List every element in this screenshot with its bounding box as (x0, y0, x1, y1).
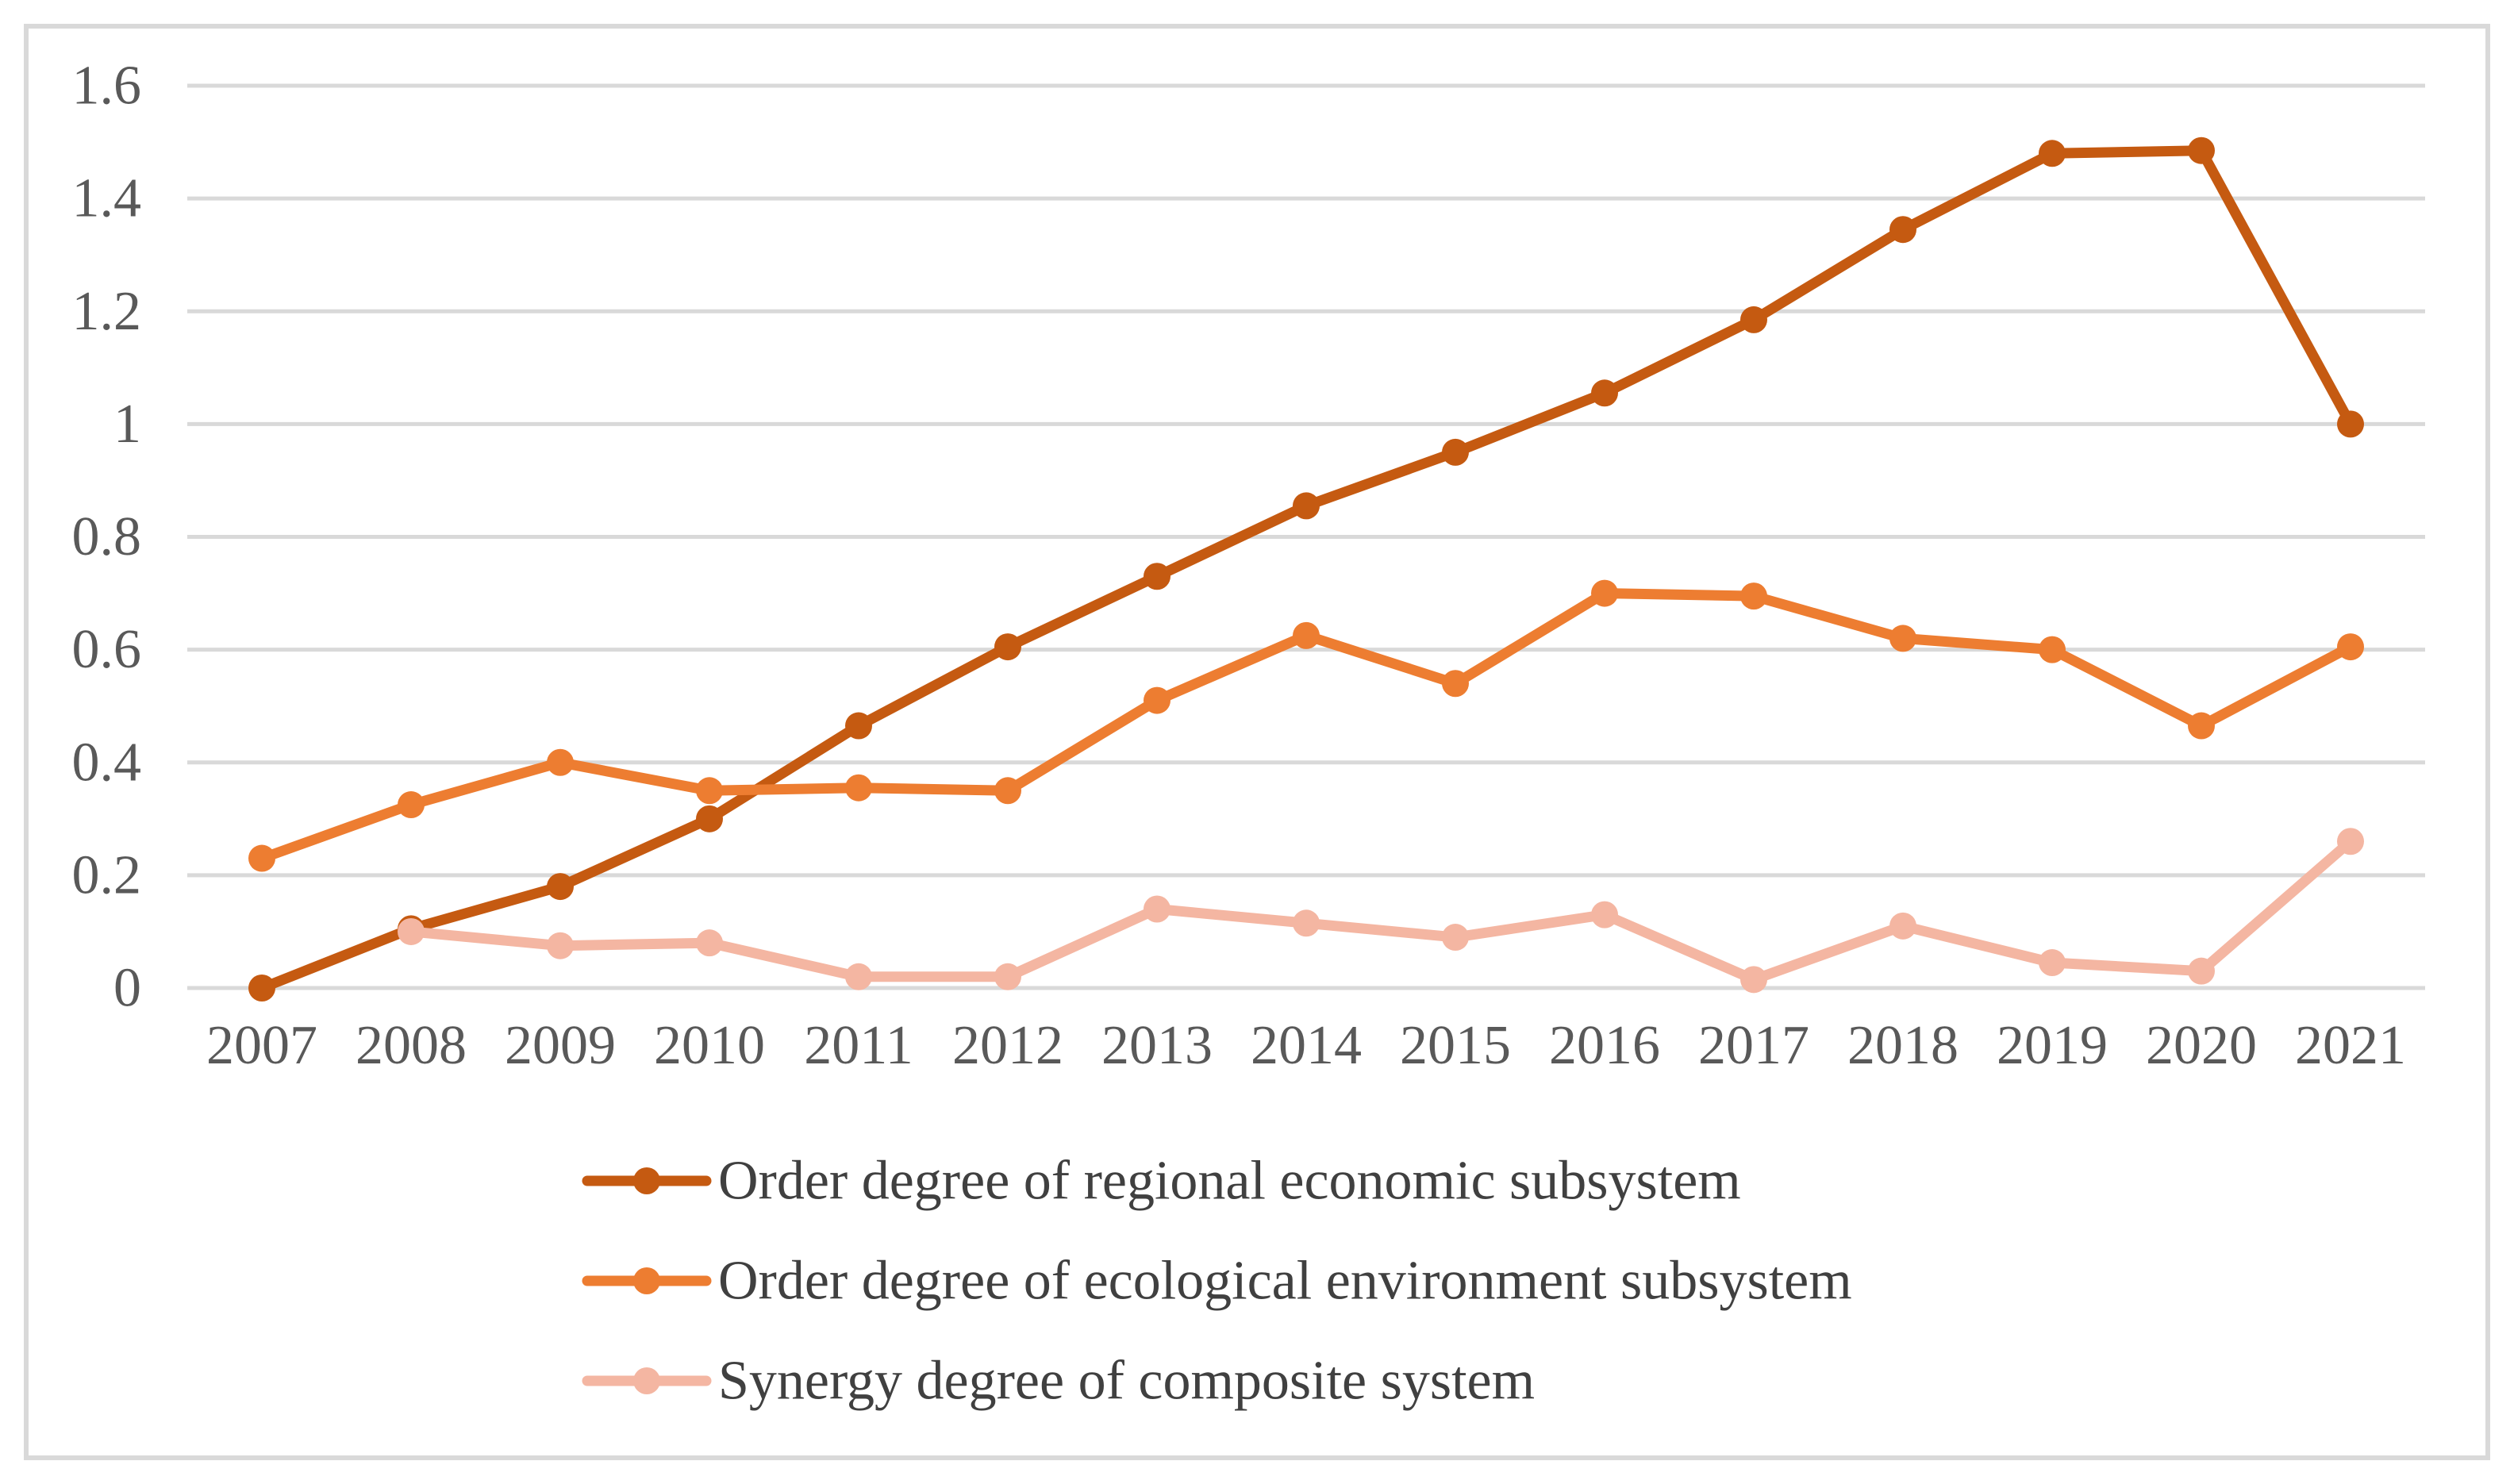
series-1 (248, 136, 2364, 1002)
data-point (845, 774, 872, 802)
data-point (2188, 136, 2215, 164)
data-point (1889, 912, 1916, 940)
data-point (547, 873, 574, 901)
legend-label: Synergy degree of composite system (718, 1351, 1535, 1412)
data-point (1293, 621, 1320, 649)
data-point (994, 963, 1021, 990)
gridlines (187, 83, 2425, 990)
data-point (1740, 306, 1767, 333)
y-axis-tick-labels: 0 0.2 0.4 0.6 0.8 1 1.2 1.4 1.6 (72, 56, 142, 1019)
data-point (2039, 636, 2066, 663)
data-point (1591, 579, 1618, 607)
data-point (2188, 712, 2215, 740)
x-tick-label: 2016 (1549, 1015, 1660, 1076)
legend: Order degree of regional economic subsys… (582, 1151, 1852, 1412)
data-point (2039, 949, 2066, 977)
y-tick-label: 1 (113, 394, 141, 455)
data-point (1144, 563, 1171, 590)
series-layer (248, 136, 2364, 1002)
legend-item: Order degree of regional economic subsys… (582, 1151, 1741, 1212)
data-point (1591, 379, 1618, 407)
x-tick-label: 2007 (206, 1015, 317, 1076)
data-point (845, 963, 872, 990)
data-point (1889, 625, 1916, 652)
legend-label: Order degree of regional economic subsys… (718, 1151, 1741, 1212)
y-tick-label: 0.4 (72, 732, 142, 793)
data-point (248, 844, 275, 872)
data-point (398, 917, 425, 945)
data-point (1889, 216, 1916, 244)
data-point (1144, 686, 1171, 714)
x-tick-label: 2015 (1400, 1015, 1511, 1076)
data-point (1442, 924, 1469, 952)
series-line (256, 145, 2356, 994)
series-3 (398, 828, 2364, 994)
y-tick-label: 1.2 (72, 281, 142, 342)
x-tick-label: 2012 (952, 1015, 1063, 1076)
data-point (1442, 670, 1469, 698)
x-tick-label: 2018 (1847, 1015, 1959, 1076)
series-2 (248, 579, 2364, 872)
x-tick-label: 2020 (2146, 1015, 2257, 1076)
data-point (2039, 140, 2066, 167)
data-point (248, 975, 275, 1002)
y-tick-label: 0.6 (72, 619, 142, 680)
x-tick-label: 2021 (2295, 1015, 2406, 1076)
legend-item: Synergy degree of composite system (582, 1351, 1535, 1412)
x-tick-label: 2013 (1101, 1015, 1213, 1076)
legend-item: Order degree of ecological environment s… (582, 1251, 1852, 1312)
data-point (994, 777, 1021, 805)
data-point (696, 777, 723, 805)
data-point (1442, 438, 1469, 466)
legend-swatch-marker (633, 1267, 660, 1294)
data-point (2337, 633, 2364, 661)
x-tick-label: 2014 (1251, 1015, 1362, 1076)
data-point (398, 791, 425, 819)
x-tick-label: 2017 (1698, 1015, 1809, 1076)
y-tick-label: 0 (113, 958, 141, 1019)
chart-frame (24, 24, 2490, 1460)
data-point (547, 748, 574, 776)
series-line (406, 836, 2356, 985)
data-point (1293, 492, 1320, 520)
x-tick-label: 2009 (505, 1015, 616, 1076)
data-point (1144, 895, 1171, 923)
y-tick-label: 0.2 (72, 844, 142, 905)
data-point (994, 633, 1021, 661)
y-tick-label: 1.4 (72, 168, 142, 229)
x-tick-label: 2008 (356, 1015, 467, 1076)
legend-label: Order degree of ecological environment s… (718, 1251, 1852, 1312)
y-tick-label: 1.6 (72, 56, 142, 117)
data-point (2337, 410, 2364, 438)
y-tick-label: 0.8 (72, 506, 142, 567)
data-point (2188, 957, 2215, 985)
x-tick-label: 2010 (654, 1015, 765, 1076)
data-point (1591, 901, 1618, 928)
data-point (1740, 582, 1767, 610)
data-point (2337, 828, 2364, 855)
x-axis-tick-labels: 2007 2008 2009 2010 2011 2012 2013 2014 2015 2016… (206, 1015, 2406, 1076)
legend-swatch-marker (633, 1367, 660, 1394)
legend-swatch-marker (633, 1167, 660, 1194)
data-point (547, 932, 574, 959)
x-tick-label: 2019 (1997, 1015, 2108, 1076)
data-point (696, 929, 723, 957)
data-point (1740, 966, 1767, 994)
data-point (845, 712, 872, 740)
data-point (1293, 909, 1320, 937)
x-tick-label: 2011 (804, 1015, 913, 1076)
data-point (696, 805, 723, 832)
